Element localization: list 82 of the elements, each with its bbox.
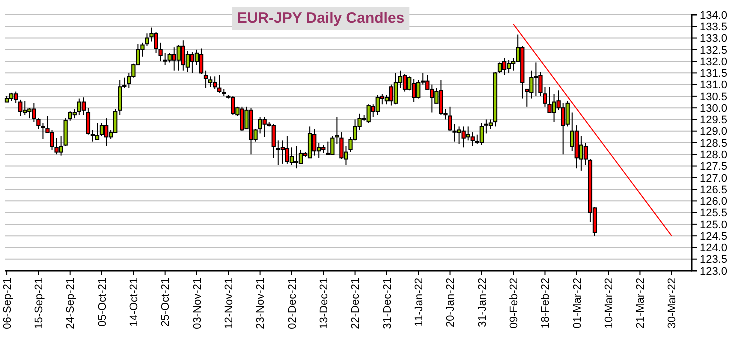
candlestick xyxy=(72,108,77,120)
y-tick-label: 126.0 xyxy=(700,196,728,208)
candlestick xyxy=(470,132,475,147)
x-tick-label: 18-Feb-22 xyxy=(540,278,552,329)
x-tick-label: 21-Mar-22 xyxy=(635,278,648,329)
candlestick xyxy=(104,118,109,147)
candlestick xyxy=(402,74,408,92)
y-tick-label: 130.0 xyxy=(700,102,728,115)
y-tick-label: 128.0 xyxy=(700,149,728,162)
y-tick-label: 132.0 xyxy=(700,56,728,68)
candlestick xyxy=(190,52,195,74)
y-tick-label: 128.5 xyxy=(700,138,728,150)
candlestick xyxy=(82,97,86,116)
y-tick-label: 126.5 xyxy=(700,184,728,196)
candlestick xyxy=(290,147,294,166)
candlestick xyxy=(294,146,299,170)
x-tick-label: 05-Oct-21 xyxy=(96,278,109,327)
x-tick-label: 13-Dec-21 xyxy=(318,278,330,330)
candlestick xyxy=(100,122,104,137)
y-tick-label: 123.0 xyxy=(700,266,728,278)
candlestick xyxy=(502,58,507,76)
candlestick xyxy=(280,140,286,164)
candlestick xyxy=(118,80,122,116)
y-tick-label: 130.5 xyxy=(700,91,728,104)
x-tick-label: 15-Sep-21 xyxy=(34,278,46,330)
y-tick-label: 129.5 xyxy=(700,114,728,127)
candlestick xyxy=(212,76,218,90)
candlestick xyxy=(488,119,494,130)
x-tick-label: 23-Nov-21 xyxy=(255,278,268,330)
candlestick xyxy=(480,122,484,146)
y-tick-label: 124.5 xyxy=(700,230,728,243)
candlestick xyxy=(412,78,416,103)
candlestick xyxy=(498,62,502,74)
y-tick-label: 127.0 xyxy=(700,172,728,185)
candlestick xyxy=(199,48,204,75)
x-tick-label: 31-Jan-22 xyxy=(476,278,489,328)
x-tick-label: 12-Nov-21 xyxy=(224,278,236,330)
x-tick-label: 24-Sep-21 xyxy=(65,278,78,330)
candlestick xyxy=(584,142,588,166)
candlestick xyxy=(218,75,222,94)
x-tick-label: 14-Oct-21 xyxy=(128,278,141,327)
candlestick xyxy=(204,70,208,89)
x-tick-label: 06-Sep-21 xyxy=(2,278,14,330)
candlestick xyxy=(506,60,512,74)
y-tick-label: 131.5 xyxy=(700,68,728,80)
y-tick-label: 131.0 xyxy=(700,80,728,92)
candlestick xyxy=(95,122,100,140)
candlestick xyxy=(285,136,290,164)
y-tick-label: 123.5 xyxy=(700,254,728,266)
chart-title: EUR-JPY Daily Candles xyxy=(237,10,405,27)
candlestick xyxy=(272,124,276,159)
x-tick-label: 22-Dec-21 xyxy=(350,278,362,330)
candlestick xyxy=(18,99,23,117)
x-tick-label: 20-Jan-22 xyxy=(445,278,458,328)
y-tick-label: 125.0 xyxy=(700,219,728,232)
y-tick-label: 125.5 xyxy=(700,208,728,220)
x-tick-label: 11-Jan-22 xyxy=(413,278,426,327)
x-tick-label: 31-Dec-21 xyxy=(382,278,394,330)
candlestick xyxy=(181,40,186,72)
y-tick-label: 133.5 xyxy=(700,21,728,34)
candlestick xyxy=(312,128,317,156)
candlestick xyxy=(113,108,118,134)
x-tick-label: 30-Mar-22 xyxy=(666,278,679,329)
candlestick xyxy=(86,108,91,136)
x-tick-label: 09-Feb-22 xyxy=(508,278,520,329)
candlestick xyxy=(90,130,96,142)
x-tick-label: 10-Mar-22 xyxy=(603,278,616,329)
x-tick-label: 25-Oct-21 xyxy=(160,278,172,327)
candlestick xyxy=(208,76,213,88)
x-tick-label: 03-Nov-21 xyxy=(192,278,204,330)
y-tick-label: 124.0 xyxy=(700,242,728,255)
y-tick-label: 129.0 xyxy=(700,126,728,138)
candlestick xyxy=(484,119,489,134)
x-tick-label: 02-Dec-21 xyxy=(286,278,299,330)
y-tick-label: 134.0 xyxy=(700,10,728,22)
y-tick-label: 133.0 xyxy=(700,33,728,46)
y-tick-label: 132.5 xyxy=(700,44,728,57)
y-tick-label: 127.5 xyxy=(700,161,728,174)
x-tick-label: 01-Mar-22 xyxy=(572,278,584,329)
candlestick xyxy=(298,149,304,164)
candlestick xyxy=(394,72,398,106)
candlestick xyxy=(389,84,394,106)
